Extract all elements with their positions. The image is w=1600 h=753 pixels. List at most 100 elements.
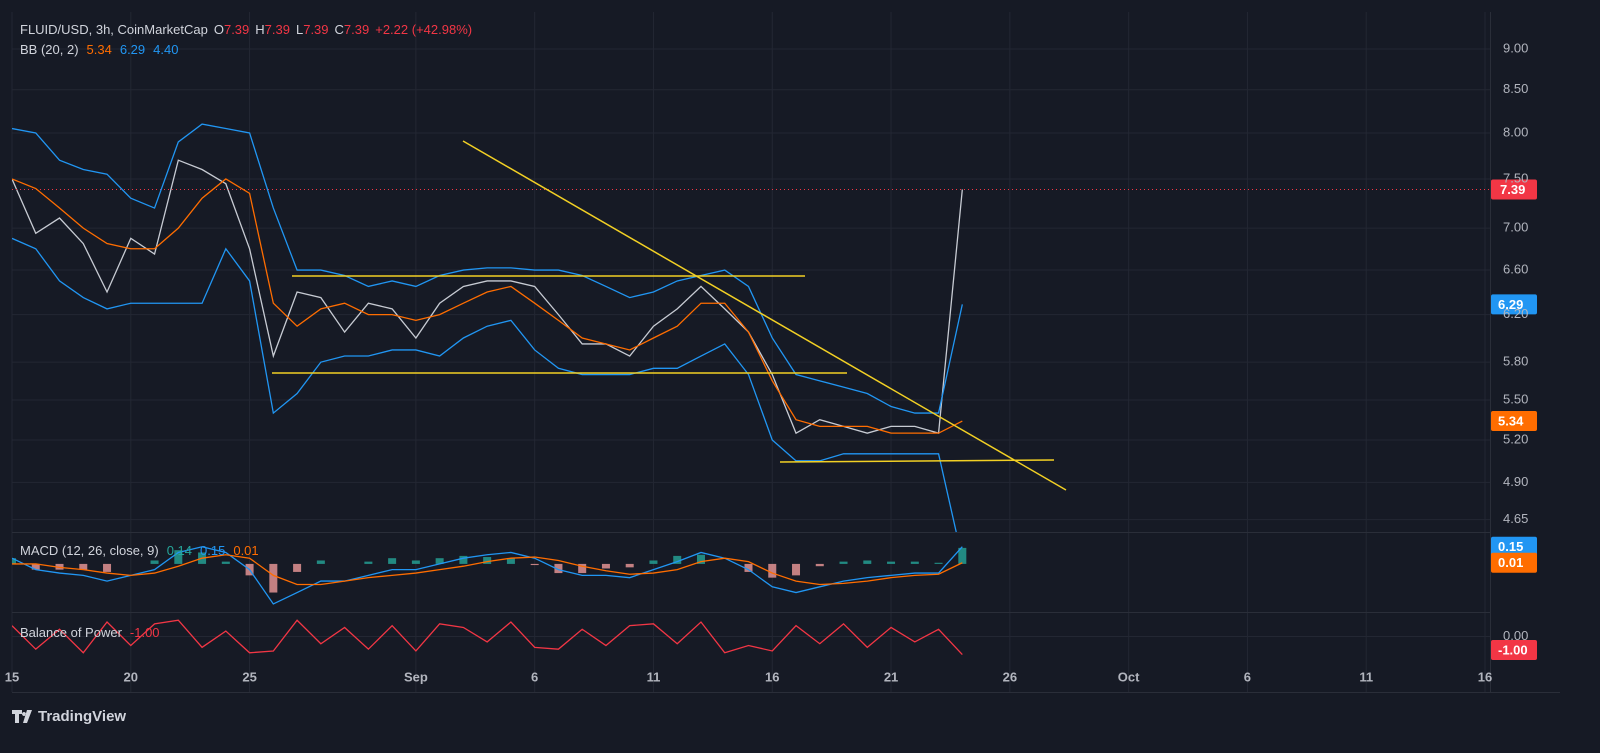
x-tick-label: 15 (5, 669, 19, 684)
histogram-bar (887, 561, 896, 564)
histogram-bar (768, 563, 777, 578)
indicator-name: MACD (12, 26, close, 9) (20, 543, 159, 558)
logo-icon (12, 710, 32, 723)
histogram-bar (411, 560, 420, 564)
histogram-bar (863, 560, 872, 564)
histogram-bar (792, 563, 801, 576)
pane (12, 619, 963, 656)
histogram-bar (815, 563, 824, 567)
price-badge-label: 7.39 (1500, 182, 1525, 197)
legend-value: 5.34 (87, 42, 112, 57)
x-tick-label: 25 (242, 669, 256, 684)
histogram-bar (364, 561, 373, 564)
legend-value: 0.01 (233, 543, 258, 558)
indicator-badge-label: 5.34 (1498, 413, 1524, 428)
x-tick-label: Oct (1118, 669, 1140, 684)
indicator-badge-label: 0.01 (1498, 555, 1523, 570)
histogram-bar (696, 554, 705, 564)
drawings (272, 140, 1067, 491)
indicator-badge-label: 0.15 (1498, 539, 1523, 554)
histogram-bar (673, 555, 682, 564)
histogram-bar (388, 558, 397, 564)
histogram-bar (649, 560, 658, 564)
trend-line (779, 459, 1055, 463)
histogram-bar (910, 561, 919, 564)
series-line (12, 554, 963, 586)
series-line (12, 178, 963, 434)
y-tick-label: 5.20 (1503, 431, 1528, 446)
y-tick-label: 6.20 (1503, 306, 1528, 321)
ohlc-value: 7.39 (303, 22, 328, 37)
histogram-bar (435, 558, 444, 564)
pane (12, 123, 1490, 532)
series-line (12, 619, 963, 656)
bop-legend: Balance of Power -1.00 (20, 625, 160, 640)
histogram-bar (934, 562, 943, 564)
indicator-badge-label: -1.00 (1498, 642, 1528, 657)
indicator-badge (1491, 640, 1537, 660)
ohlc-value: 7.39 (224, 22, 249, 37)
bb-legend: BB (20, 2) 5.34 6.29 4.40 (20, 42, 178, 57)
y-tick-label: 4.65 (1503, 511, 1528, 526)
tradingview-logo: TradingView (12, 708, 126, 725)
indicator-name: Balance of Power (20, 625, 123, 640)
legend-value: 0.14 (167, 543, 192, 558)
series-line (12, 123, 963, 414)
ohlc-value: 7.39 (344, 22, 369, 37)
legend-value: -1.00 (130, 625, 160, 640)
symbol: FLUID/USD, 3h, CoinMarketCap (20, 22, 208, 37)
histogram-bar (316, 560, 325, 564)
y-tick-label: 7.00 (1503, 220, 1528, 235)
histogram-bar (601, 563, 610, 569)
ohlc-key: H (255, 22, 264, 37)
histogram-bar (293, 563, 302, 572)
ohlc-key: O (214, 22, 224, 37)
series-line (12, 237, 957, 532)
histogram-bar (150, 560, 159, 564)
histogram-bar (174, 550, 183, 564)
trend-line (462, 140, 1067, 491)
y-tick-label: 8.50 (1503, 81, 1528, 96)
x-tick-label: 20 (124, 669, 138, 684)
indicator-badge-label: 6.29 (1498, 297, 1523, 312)
x-tick-label: 26 (1003, 669, 1017, 684)
histogram-bar (12, 558, 16, 564)
ohlc-key: C (335, 22, 344, 37)
histogram-bar (530, 563, 539, 566)
y-tick-label: 7.50 (1503, 170, 1528, 185)
macd-legend: MACD (12, 26, close, 9) 0.14 0.15 0.01 (20, 543, 259, 558)
y-tick-label: 0.00 (1503, 628, 1528, 643)
y-tick-label: 6.60 (1503, 261, 1528, 276)
y-tick-label: 4.90 (1503, 474, 1528, 489)
histogram-bar (31, 563, 40, 570)
histogram-bar (506, 558, 515, 564)
histogram-bar (554, 563, 563, 574)
histogram-bar (483, 557, 492, 564)
histogram-bar (459, 555, 468, 564)
x-tick-label: Sep (404, 669, 428, 684)
x-tick-label: 6 (531, 669, 538, 684)
x-tick-label: 21 (884, 669, 898, 684)
change: +2.22 (+42.98%) (375, 22, 472, 37)
pane (12, 546, 967, 605)
indicator-badge (1491, 536, 1537, 557)
y-tick-label: 5.80 (1503, 354, 1528, 369)
y-tick-label: 5.50 (1503, 391, 1528, 406)
histogram-bar (103, 563, 112, 572)
x-tick-label: 16 (1478, 669, 1492, 684)
status-line: FLUID/USD, 3h, CoinMarketCap O7.39 H7.39 L7… (20, 22, 472, 37)
histogram-bar (839, 561, 848, 564)
histogram-bar (269, 563, 278, 593)
ohlc-value: 7.39 (265, 22, 290, 37)
indicator-badge (1491, 552, 1537, 573)
legend-value: 4.40 (153, 42, 178, 57)
price-badge (1491, 179, 1537, 200)
y-tick-label: 9.00 (1503, 40, 1528, 55)
series-line (12, 159, 963, 435)
histogram-bar (625, 563, 634, 568)
histogram-bar (578, 563, 587, 574)
histogram-bar (744, 563, 753, 572)
